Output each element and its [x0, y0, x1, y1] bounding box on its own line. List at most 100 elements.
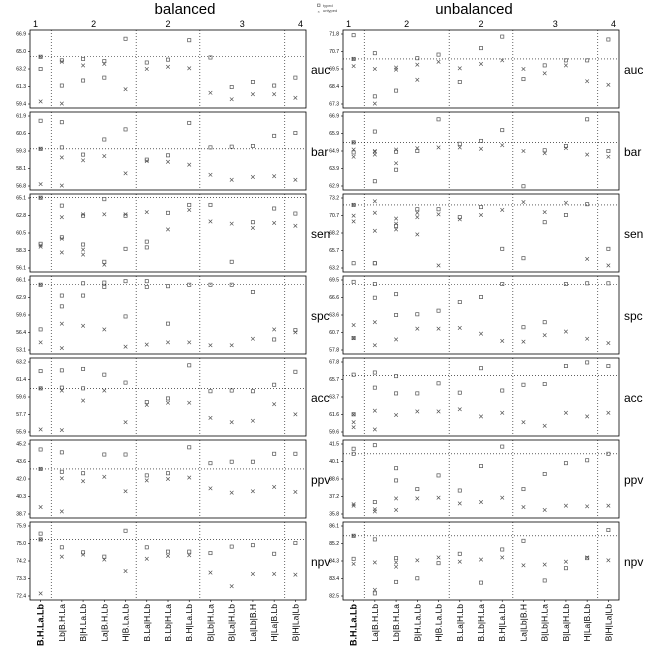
point-typed-balanced-acc-4	[123, 380, 128, 385]
point-typed-unbalanced-npv-8	[521, 538, 526, 543]
metric-label-balanced-ppv: ppv	[311, 473, 330, 487]
point-typed-unbalanced-auc-4	[436, 52, 441, 57]
point-typed-unbalanced-bar-14	[372, 129, 377, 134]
point-untyped-balanced-spc-13	[38, 340, 43, 345]
point-untyped-balanced-spc-10	[250, 336, 255, 341]
point-untyped-unbalanced-acc-3	[415, 409, 420, 414]
point-typed-unbalanced-bar-10	[563, 144, 568, 148]
y-tick-label-unbalanced-sen-3: 65.7	[329, 248, 339, 254]
point-untyped-unbalanced-spc-1	[372, 320, 377, 325]
point-untyped-unbalanced-spc-1	[372, 343, 377, 348]
method-label-balanced-b-h-la-lb: B|H|La|Lb	[290, 604, 300, 642]
method-label-balanced-b-h-la-lb: B.H.La.Lb	[36, 603, 46, 646]
method-label-unbalanced-lb-b-h-la: Lb|B.H.La	[391, 604, 401, 642]
point-untyped-balanced-npv-10	[250, 571, 255, 577]
point-typed-balanced-spc-7	[187, 282, 192, 287]
y-tick-label-unbalanced-auc-3: 68.4	[329, 84, 339, 90]
point-untyped-balanced-sen-4	[123, 212, 128, 217]
point-untyped-balanced-npv-7	[187, 553, 192, 558]
y-tick-label-unbalanced-bar-1: 65.9	[329, 131, 339, 137]
point-typed-balanced-auc-0	[38, 54, 43, 59]
point-typed-balanced-bar-8	[208, 145, 213, 150]
point-typed-unbalanced-spc-7	[500, 282, 505, 286]
point-typed-unbalanced-acc-10	[563, 364, 568, 368]
point-untyped-unbalanced-acc-8	[521, 420, 526, 425]
point-untyped-unbalanced-npv-7	[500, 555, 505, 560]
point-untyped-unbalanced-bar-11	[585, 152, 590, 157]
y-tick-label-balanced-acc-3: 57.7	[16, 412, 26, 418]
point-typed-balanced-ppv-0	[38, 466, 43, 471]
point-typed-balanced-auc-16	[102, 75, 107, 80]
point-typed-balanced-spc-10	[250, 290, 255, 294]
y-tick-label-unbalanced-npv-1: 85.2	[329, 541, 339, 547]
point-typed-balanced-auc-6	[166, 57, 170, 62]
point-typed-unbalanced-auc-5	[457, 80, 462, 84]
y-tick-label-balanced-spc-1: 62.9	[16, 295, 26, 301]
point-untyped-unbalanced-sen-8	[521, 199, 526, 205]
y-tick-label-unbalanced-ppv-4: 35.8	[329, 511, 339, 517]
point-untyped-unbalanced-ppv-12	[606, 503, 611, 508]
point-typed-unbalanced-spc-4	[436, 308, 441, 313]
method-label-balanced-b-h-la-lb: B.H|La.Lb	[184, 604, 194, 642]
point-untyped-balanced-ppv-14	[59, 509, 64, 514]
method-label-unbalanced-la-lb-b-h: La|Lb|B.H	[518, 604, 528, 642]
point-typed-unbalanced-spc-0	[351, 336, 356, 340]
point-typed-balanced-sen-11	[272, 206, 277, 211]
point-typed-balanced-bar-7	[187, 120, 192, 125]
point-untyped-balanced-acc-4	[123, 420, 128, 425]
point-untyped-unbalanced-auc-8	[521, 66, 526, 72]
point-typed-unbalanced-bar-3	[415, 149, 420, 153]
point-typed-balanced-spc-1	[59, 293, 64, 298]
point-typed-unbalanced-auc-12	[606, 37, 611, 42]
point-typed-unbalanced-spc-12	[606, 281, 611, 286]
y-tick-label-balanced-bar-3: 58.1	[16, 166, 26, 172]
point-untyped-unbalanced-npv-5	[457, 559, 462, 564]
point-typed-unbalanced-acc-5	[457, 390, 462, 395]
point-untyped-balanced-acc-3	[102, 388, 107, 393]
point-untyped-unbalanced-sen-3	[415, 232, 420, 237]
point-typed-balanced-auc-14	[59, 83, 64, 88]
point-untyped-unbalanced-npv-13	[351, 561, 356, 566]
point-typed-unbalanced-bar-1	[372, 179, 377, 184]
point-typed-unbalanced-acc-2	[394, 391, 399, 396]
metric-label-balanced-npv: npv	[311, 555, 330, 569]
point-untyped-balanced-ppv-11	[272, 484, 277, 489]
point-typed-balanced-auc-13	[38, 67, 43, 71]
point-typed-unbalanced-sen-12	[606, 246, 611, 251]
point-typed-balanced-spc-11	[272, 337, 277, 342]
point-untyped-unbalanced-sen-9	[542, 210, 547, 215]
point-untyped-balanced-acc-9	[229, 420, 234, 425]
point-untyped-unbalanced-ppv-15	[394, 507, 399, 513]
plot-frame-balanced-npv	[29, 521, 307, 601]
point-untyped-balanced-npv-0	[38, 537, 43, 542]
point-typed-unbalanced-spc-15	[394, 292, 399, 297]
y-tick-label-unbalanced-acc-1: 65.7	[329, 377, 339, 383]
method-label-balanced-b-la-h-lb: B|La|H.Lb	[227, 604, 237, 642]
point-untyped-balanced-sen-2	[81, 212, 86, 217]
point-untyped-balanced-bar-2	[81, 158, 86, 163]
point-typed-unbalanced-acc-9	[542, 382, 547, 386]
point-typed-unbalanced-sen-3	[415, 207, 420, 212]
point-typed-balanced-bar-12	[293, 131, 298, 135]
point-typed-balanced-npv-10	[250, 543, 255, 548]
point-typed-unbalanced-sen-14	[372, 261, 377, 266]
point-untyped-balanced-npv-8	[208, 570, 213, 575]
point-typed-balanced-sen-6	[166, 210, 170, 215]
y-tick-label-balanced-bar-4: 56.8	[16, 183, 26, 189]
point-typed-unbalanced-spc-6	[479, 295, 483, 299]
point-untyped-unbalanced-ppv-11	[585, 504, 590, 509]
point-untyped-unbalanced-npv-14	[372, 560, 377, 565]
point-untyped-balanced-sen-8	[208, 219, 213, 224]
metric-label-unbalanced-ppv: ppv	[624, 473, 643, 487]
point-typed-unbalanced-sen-8	[521, 256, 526, 261]
point-typed-balanced-acc-14	[59, 368, 64, 373]
point-untyped-balanced-ppv-5	[144, 478, 149, 483]
point-untyped-unbalanced-sen-15	[394, 227, 399, 232]
y-tick-label-balanced-npv-0: 75.9	[16, 523, 26, 529]
point-typed-unbalanced-npv-9	[542, 578, 547, 583]
point-untyped-unbalanced-acc-5	[457, 407, 462, 412]
point-typed-balanced-auc-10	[250, 80, 255, 84]
point-typed-balanced-npv-13	[38, 531, 43, 536]
point-typed-balanced-ppv-4	[123, 452, 128, 457]
point-typed-unbalanced-auc-14	[372, 51, 377, 56]
